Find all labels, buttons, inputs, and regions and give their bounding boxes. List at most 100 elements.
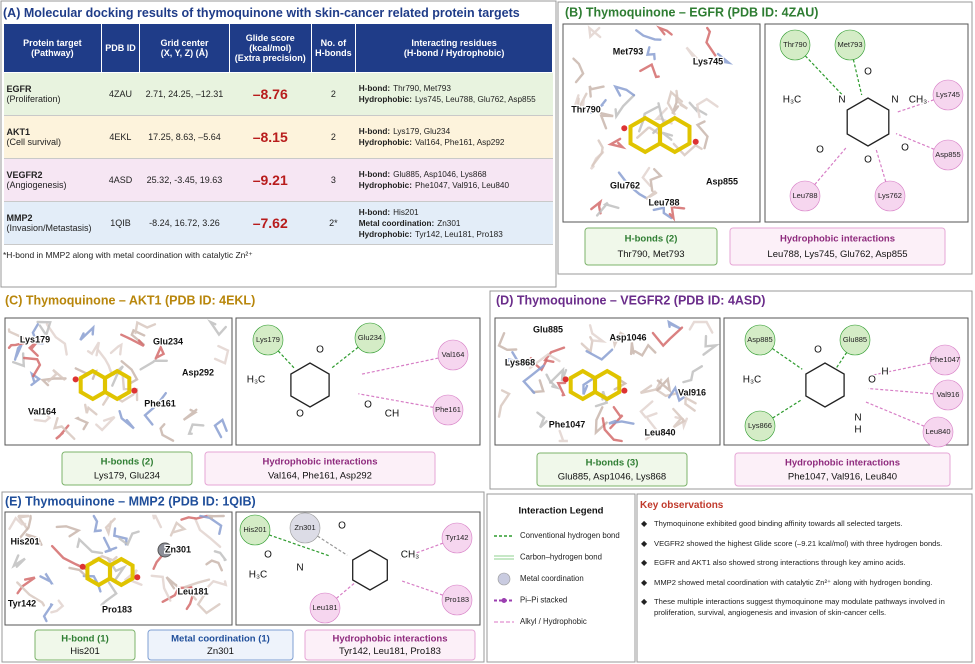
header-line: Interacting residues bbox=[411, 38, 497, 48]
residue-stick bbox=[33, 414, 52, 423]
target-cell: VEGFR2 (Angiogenesis) bbox=[3, 158, 102, 202]
residue-stick bbox=[639, 400, 658, 419]
target: VEGFR2 bbox=[6, 170, 43, 180]
residue-stick bbox=[27, 338, 41, 357]
residue-line: H-bond: Thr790, Met793 bbox=[359, 83, 550, 94]
residue-stick bbox=[79, 324, 95, 341]
residue-stick bbox=[608, 419, 635, 425]
residues-cell: H-bond: Lys179, Glu234 Hydrophobic: Val164,… bbox=[355, 115, 553, 159]
observations: Key observations Thymoquinone exhibited … bbox=[640, 500, 970, 627]
ligand-ring bbox=[658, 115, 692, 155]
residue-stick bbox=[143, 392, 167, 426]
residue-name: Lys745 bbox=[936, 90, 960, 99]
residue-stick bbox=[505, 351, 521, 365]
panel-title: (D) Thymoquinone – VEGFR2 (PDB ID: 4ASD) bbox=[496, 293, 765, 307]
ligand-2d-ring bbox=[846, 97, 890, 147]
target-cell: EGFR (Proliferation) bbox=[3, 72, 102, 116]
ligand-2d-ring bbox=[805, 362, 845, 408]
residue-stick bbox=[656, 25, 673, 36]
panel-title: (C) Thymoquinone – AKT1 (PDB ID: 4EKL) bbox=[5, 293, 255, 307]
residue-stick bbox=[543, 346, 566, 363]
table-row: VEGFR2 (Angiogenesis) 4ASD 25.32, -3.45, 19… bbox=[3, 158, 553, 202]
residue-line: Hydrophobic: Phe1047, Val916, Leu840 bbox=[359, 180, 550, 191]
atom-label: O bbox=[816, 145, 824, 156]
residue-bubble bbox=[744, 410, 776, 442]
residue-line: H-bond: His201 bbox=[359, 207, 550, 218]
legend-label: Conventional hydrogen bond bbox=[520, 531, 620, 540]
pathway: (Cell survival) bbox=[6, 137, 62, 147]
residue-stick bbox=[139, 359, 168, 371]
residue-stick bbox=[182, 408, 198, 421]
header-line: Glide score bbox=[245, 33, 295, 43]
residue-stick bbox=[154, 344, 166, 360]
residue-label: Hydrophobic: bbox=[358, 138, 412, 147]
structure-label: Lys868 bbox=[505, 357, 535, 367]
residue-stick bbox=[55, 525, 82, 538]
summary-box bbox=[734, 452, 951, 487]
residue-stick bbox=[528, 352, 561, 370]
residue-label: Hydrophobic: bbox=[358, 95, 412, 104]
table-row: EGFR (Proliferation) 4ZAU 2.71, 24.25, –12.… bbox=[3, 72, 553, 116]
residue-stick bbox=[112, 527, 128, 546]
table-row: AKT1 (Cell survival) 4EKL 17.25, 8.63, –5.6… bbox=[3, 115, 553, 159]
pathway: (Invasion/Metastasis) bbox=[6, 223, 92, 233]
residue-stick bbox=[682, 365, 703, 384]
atom-label: N bbox=[296, 563, 303, 574]
residue-stick bbox=[25, 533, 43, 546]
residue-stick bbox=[31, 323, 45, 345]
atom-label: O bbox=[338, 521, 346, 532]
table-note: *H-bond in MMP2 along with metal coordin… bbox=[3, 250, 253, 260]
residue-name: Leu788 bbox=[792, 191, 817, 200]
residue-stick bbox=[7, 341, 28, 349]
structure-label: Met793 bbox=[613, 46, 644, 56]
residue-stick bbox=[667, 385, 690, 403]
residue-stick bbox=[207, 319, 227, 337]
residue-stick bbox=[95, 415, 116, 432]
header-cell: No. of H-bonds bbox=[310, 23, 357, 73]
residue-stick bbox=[601, 417, 623, 443]
residue-stick bbox=[594, 406, 608, 436]
interaction-line bbox=[359, 354, 454, 376]
ligand-oxygen bbox=[79, 563, 86, 570]
legend-label: Alkyl / Hydrophobic bbox=[520, 617, 587, 626]
residue-name: Pro183 bbox=[445, 595, 469, 604]
summary-box-title: H-bonds (2) bbox=[101, 456, 154, 467]
header-line: Protein target bbox=[23, 38, 82, 48]
header-line: (kcal/mol) bbox=[249, 43, 292, 53]
structure-label: Glu762 bbox=[610, 180, 640, 190]
structure-label: Zn301 bbox=[165, 544, 191, 554]
residue-stick bbox=[585, 348, 614, 361]
panel-title: (E) Thymoquinone – MMP2 (PDB ID: 1QIB) bbox=[5, 494, 256, 508]
residue-stick bbox=[109, 342, 123, 356]
residue-stick bbox=[668, 205, 686, 222]
residue-name: Val916 bbox=[937, 390, 960, 399]
residue-stick bbox=[16, 514, 32, 542]
docking-table: Protein target (Pathway) PDB ID Grid center… bbox=[3, 23, 553, 245]
summary-box-text: Leu788, Lys745, Glu762, Asp855 bbox=[767, 249, 907, 260]
target: AKT1 bbox=[6, 127, 31, 137]
residue-line: Metal coordination: Zn301 bbox=[359, 218, 550, 229]
residue-stick bbox=[204, 579, 228, 591]
residue-stick bbox=[591, 139, 604, 167]
residue-stick bbox=[613, 84, 636, 97]
residue-stick bbox=[84, 403, 98, 416]
table-panel: (A) Molecular docking results of thymoqu… bbox=[3, 3, 555, 261]
legend-label: Pi–Pi stacked bbox=[520, 596, 567, 605]
residue-stick bbox=[572, 57, 585, 84]
interaction-line bbox=[254, 529, 330, 557]
residue-stick bbox=[165, 576, 178, 590]
atom-label: O bbox=[864, 67, 872, 78]
residue-bubble bbox=[354, 322, 386, 354]
residue-stick bbox=[120, 360, 139, 385]
h-bond-count: 2* bbox=[311, 201, 356, 245]
summary-box bbox=[729, 227, 946, 266]
atom-label: CH₃ bbox=[909, 95, 928, 106]
residue-stick bbox=[86, 341, 101, 357]
residue-stick bbox=[685, 46, 700, 61]
residue-stick bbox=[74, 416, 90, 431]
legend-label: Metal coordination bbox=[520, 574, 584, 583]
residue-bubble bbox=[289, 512, 321, 544]
interaction-line bbox=[304, 527, 348, 556]
residue-label: H-bond: bbox=[358, 170, 391, 179]
